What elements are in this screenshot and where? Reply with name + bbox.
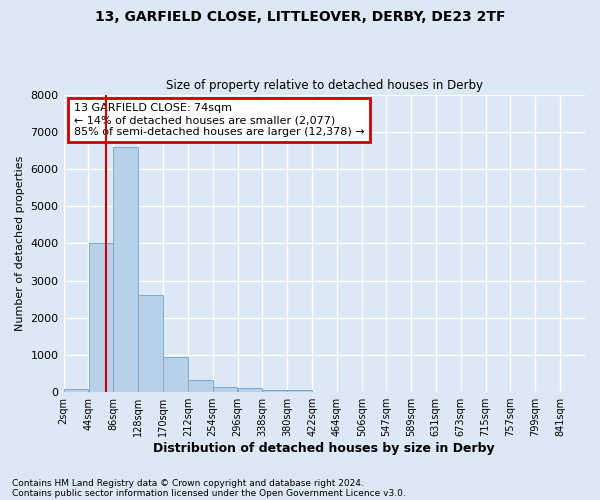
Text: 13, GARFIELD CLOSE, LITTLEOVER, DERBY, DE23 2TF: 13, GARFIELD CLOSE, LITTLEOVER, DERBY, D… (95, 10, 505, 24)
Text: 13 GARFIELD CLOSE: 74sqm
← 14% of detached houses are smaller (2,077)
85% of sem: 13 GARFIELD CLOSE: 74sqm ← 14% of detach… (74, 104, 365, 136)
Y-axis label: Number of detached properties: Number of detached properties (15, 156, 25, 331)
Title: Size of property relative to detached houses in Derby: Size of property relative to detached ho… (166, 79, 483, 92)
Bar (113, 146, 138, 392)
X-axis label: Distribution of detached houses by size in Derby: Distribution of detached houses by size … (154, 442, 495, 455)
Bar (138, 296, 163, 392)
Text: Contains HM Land Registry data © Crown copyright and database right 2024.: Contains HM Land Registry data © Crown c… (12, 478, 364, 488)
Bar (213, 387, 238, 392)
Bar (263, 390, 287, 392)
Text: Contains public sector information licensed under the Open Government Licence v3: Contains public sector information licen… (12, 488, 406, 498)
Bar (188, 380, 212, 392)
Bar (287, 390, 312, 392)
Bar (64, 390, 88, 392)
Bar (238, 388, 262, 392)
Bar (163, 357, 188, 392)
Bar (89, 244, 113, 392)
